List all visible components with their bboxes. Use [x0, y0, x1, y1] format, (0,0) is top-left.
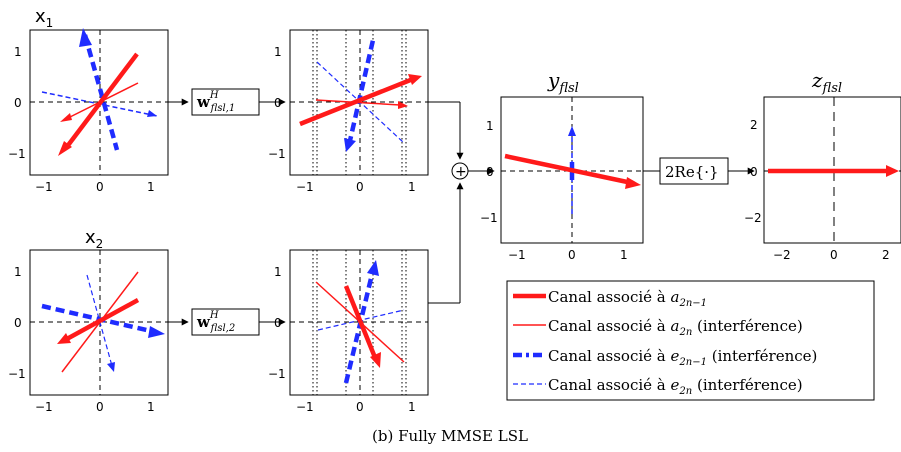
- w1-thick-blue-arrowhead: [344, 138, 356, 152]
- x1-thick-blue-arrowhead: [79, 28, 92, 47]
- panel-w2-xtick-left: −1: [296, 400, 314, 414]
- panel-y-xtick-mid: 0: [568, 248, 576, 262]
- panel-x1-xtick-left: −1: [35, 180, 53, 194]
- panel-y-xtick-right: 1: [620, 248, 628, 262]
- panel-y-ytick-top: 1: [486, 119, 494, 133]
- panel-y-xtick-left: −1: [508, 248, 526, 262]
- w2-thick-red-arrowhead: [370, 352, 381, 368]
- y-thin-blue-arrowhead: [568, 126, 576, 136]
- z-thick-red-arrowhead: [886, 165, 899, 177]
- panel-x1-title: x1: [35, 6, 53, 30]
- x1-thin-red-arrowhead: [60, 113, 72, 122]
- x2-thick-red-arrow: [63, 298, 140, 342]
- panel-z-xtick-right: 2: [882, 248, 890, 262]
- panel-z-ytick-mid: 0: [750, 165, 758, 179]
- x1-thick-blue-dashed-segment: [82, 34, 120, 151]
- x2-thick-red-arrowhead: [57, 333, 71, 344]
- panel-z-ytick-top: 2: [750, 118, 758, 132]
- panel-w1-ytick-bottom: −1: [268, 147, 286, 161]
- panel-z-title-base: z: [811, 68, 823, 92]
- x2-thin-blue-arrowhead: [107, 362, 115, 372]
- panel-w2-xtick-right: 1: [408, 400, 416, 414]
- panel-w1-xtick-mid: 0: [356, 180, 364, 194]
- w2-thick-blue-arrowhead: [367, 260, 379, 276]
- legend-box: [506, 280, 875, 401]
- panel-y-ytick-mid: 0: [486, 165, 494, 179]
- panel-z-xtick-mid: 0: [830, 248, 838, 262]
- panel-y-title-sub: flsl: [558, 81, 579, 96]
- w1-thick-red-arrowhead: [408, 74, 422, 85]
- figure-caption: (b) Fully MMSE LSL: [372, 427, 528, 445]
- panel-w1-xtick-left: −1: [296, 180, 314, 194]
- panel-x1-ytick-bottom: −1: [8, 147, 26, 161]
- panel-x2-ytick-top: 1: [14, 265, 22, 279]
- panel-x1-title-base: x: [35, 6, 46, 27]
- panel-w1-ytick-top: 1: [274, 45, 282, 59]
- panel-x1-xtick-right: 1: [147, 180, 155, 194]
- w2-thick-blue-dashed-arrow: [343, 269, 376, 384]
- panel-w2-ytick-mid: 0: [274, 316, 282, 330]
- panel-x1-ytick-mid: 0: [14, 96, 22, 110]
- panel-x2-xtick-left: −1: [35, 400, 53, 414]
- filter2-label: wH flsl,2: [196, 310, 235, 334]
- panel-x1-xtick-mid: 0: [96, 180, 104, 194]
- panel-w1-xtick-right: 1: [408, 180, 416, 194]
- panel-z-xtick-left: −2: [773, 248, 791, 262]
- legend-entry-a2n: Canal associé à a2n (interférence): [548, 317, 803, 338]
- panel-y-ytick-bottom: −1: [480, 211, 498, 225]
- y-thick-red-arrow: [504, 153, 633, 186]
- x1-thick-red-arrow: [64, 52, 139, 150]
- panel-x2-title-sub: 2: [96, 237, 104, 251]
- panel-x2-title-base: x: [85, 227, 96, 248]
- panel-z-title: zflsl: [811, 68, 842, 96]
- panel-y-title-base: y: [547, 68, 560, 92]
- panel-w2-xtick-mid: 0: [356, 400, 364, 414]
- legend-entry-a2n-1: Canal associé à a2n−1: [548, 288, 707, 309]
- panel-w2-ytick-bottom: −1: [268, 367, 286, 381]
- panel-y-title: yflsl: [547, 68, 579, 96]
- panel-x2-title: x2: [85, 227, 103, 251]
- x2-thick-blue-dashed-arrow: [41, 303, 156, 335]
- panel-z-ytick-bottom: −2: [744, 211, 762, 225]
- legend-entry-e2n: Canal associé à e2n (interférence): [548, 376, 803, 397]
- w2-thick-red-arrow: [343, 285, 379, 361]
- panel-z-title-sub: flsl: [822, 81, 843, 96]
- filter1-label: wH flsl,1: [196, 90, 235, 114]
- filter1-block: [191, 88, 260, 116]
- panel-x2-xtick-mid: 0: [96, 400, 104, 414]
- w1-thick-red-arrow: [299, 76, 414, 127]
- x1-thick-red-arrowhead: [58, 141, 72, 156]
- legend-entry-e2n-1: Canal associé à e2n−1 (interférence): [548, 347, 817, 368]
- panel-w1-ytick-mid: 0: [274, 96, 282, 110]
- sum-symbol: +: [455, 164, 467, 180]
- x2-thick-blue-arrowhead: [148, 326, 165, 338]
- panel-w2-ytick-top: 1: [274, 265, 282, 279]
- panel-x1-title-sub: 1: [46, 16, 54, 30]
- filter2-block: [191, 308, 260, 336]
- real-part-label: 2Re{·}: [665, 163, 719, 181]
- y-thick-red-arrowhead: [625, 177, 641, 189]
- panel-x2-ytick-bottom: −1: [8, 367, 26, 381]
- panel-x2-ytick-mid: 0: [14, 316, 22, 330]
- panel-x1-ytick-top: 1: [14, 45, 22, 59]
- panel-x2-xtick-right: 1: [147, 400, 155, 414]
- panel-z-frame: [763, 96, 901, 244]
- w1-thin-red-arrowhead: [398, 101, 408, 109]
- x1-thin-blue-arrowhead: [147, 110, 157, 117]
- w1-thick-blue-dashed-arrow: [346, 39, 376, 146]
